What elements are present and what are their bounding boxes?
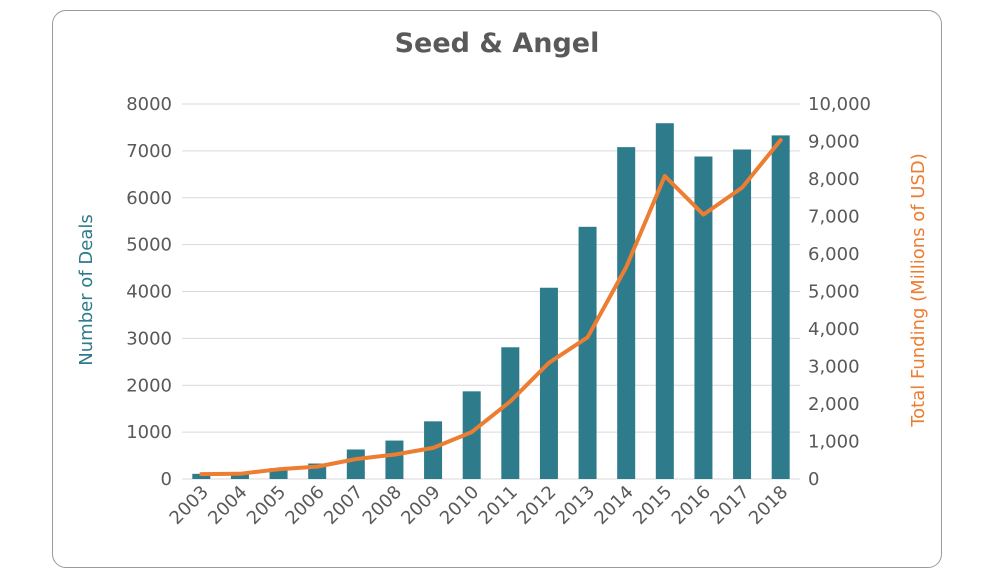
deals-bar-2005 xyxy=(269,468,288,479)
left-tick-label: 4000 xyxy=(126,282,172,303)
x-tick-label: 2016 xyxy=(668,482,715,529)
left-tick-label: 0 xyxy=(161,469,172,490)
deals-bar-2017 xyxy=(733,149,752,479)
right-tick-label: 3,000 xyxy=(808,357,860,378)
x-axis-ticks: 2003200420052006200720082009201020112012… xyxy=(166,482,793,529)
line-series xyxy=(199,138,783,477)
deals-bar-2014 xyxy=(617,147,636,479)
left-tick-label: 3000 xyxy=(126,328,172,349)
x-tick-label: 2015 xyxy=(629,482,676,529)
left-axis-label: Number of Deals xyxy=(76,214,97,365)
deals-bar-2003 xyxy=(192,473,211,479)
right-tick-label: 8,000 xyxy=(808,169,860,190)
right-tick-label: 9,000 xyxy=(808,132,860,153)
x-tick-label: 2009 xyxy=(397,482,444,529)
funding-line xyxy=(199,138,783,477)
x-tick-label: 2010 xyxy=(436,482,483,529)
deals-bar-2012 xyxy=(539,287,558,479)
deals-bar-2016 xyxy=(694,156,713,479)
deals-bar-2010 xyxy=(462,391,481,479)
right-tick-label: 2,000 xyxy=(808,394,860,415)
left-tick-label: 7000 xyxy=(126,141,172,162)
deals-bar-2007 xyxy=(346,449,365,479)
x-tick-label: 2013 xyxy=(552,482,599,529)
right-tick-label: 0 xyxy=(808,469,819,490)
right-tick-label: 10,000 xyxy=(808,94,871,115)
x-tick-label: 2006 xyxy=(281,482,328,529)
x-tick-label: 2012 xyxy=(513,482,560,529)
x-tick-label: 2005 xyxy=(243,482,290,529)
x-tick-label: 2014 xyxy=(590,482,637,529)
deals-bar-2008 xyxy=(385,440,404,479)
x-tick-label: 2008 xyxy=(359,482,406,529)
left-tick-label: 6000 xyxy=(126,188,172,209)
right-axis-ticks: 0 1,000 2,000 3,000 4,000 5,000 6,000 7,000 8,00… xyxy=(808,94,871,490)
right-axis-label: Total Funding (Millions of USD) xyxy=(908,153,929,428)
x-tick-label: 2011 xyxy=(475,482,522,529)
right-tick-label: 5,000 xyxy=(808,282,860,303)
left-tick-label: 8000 xyxy=(126,94,172,115)
deals-bar-2009 xyxy=(424,421,443,479)
x-tick-label: 2003 xyxy=(166,482,213,529)
left-tick-label: 2000 xyxy=(126,375,172,396)
x-tick-label: 2004 xyxy=(204,482,251,529)
deals-bar-2015 xyxy=(655,123,674,479)
bar-series xyxy=(192,123,790,479)
right-tick-label: 6,000 xyxy=(808,244,860,265)
right-tick-label: 4,000 xyxy=(808,319,860,340)
left-tick-label: 5000 xyxy=(126,235,172,256)
x-tick-label: 2018 xyxy=(745,482,792,529)
left-tick-label: 1000 xyxy=(126,422,172,443)
deals-bar-2011 xyxy=(501,347,520,479)
right-tick-label: 7,000 xyxy=(808,207,860,228)
x-tick-label: 2017 xyxy=(706,482,753,529)
chart-title: Seed & Angel xyxy=(395,28,600,59)
deals-bar-2018 xyxy=(771,135,790,479)
deals-bar-2013 xyxy=(578,226,597,479)
left-axis-ticks: 0 1000 2000 3000 4000 5000 6000 7000 8000 xyxy=(126,94,172,490)
right-tick-label: 1,000 xyxy=(808,432,860,453)
x-tick-label: 2007 xyxy=(320,482,367,529)
